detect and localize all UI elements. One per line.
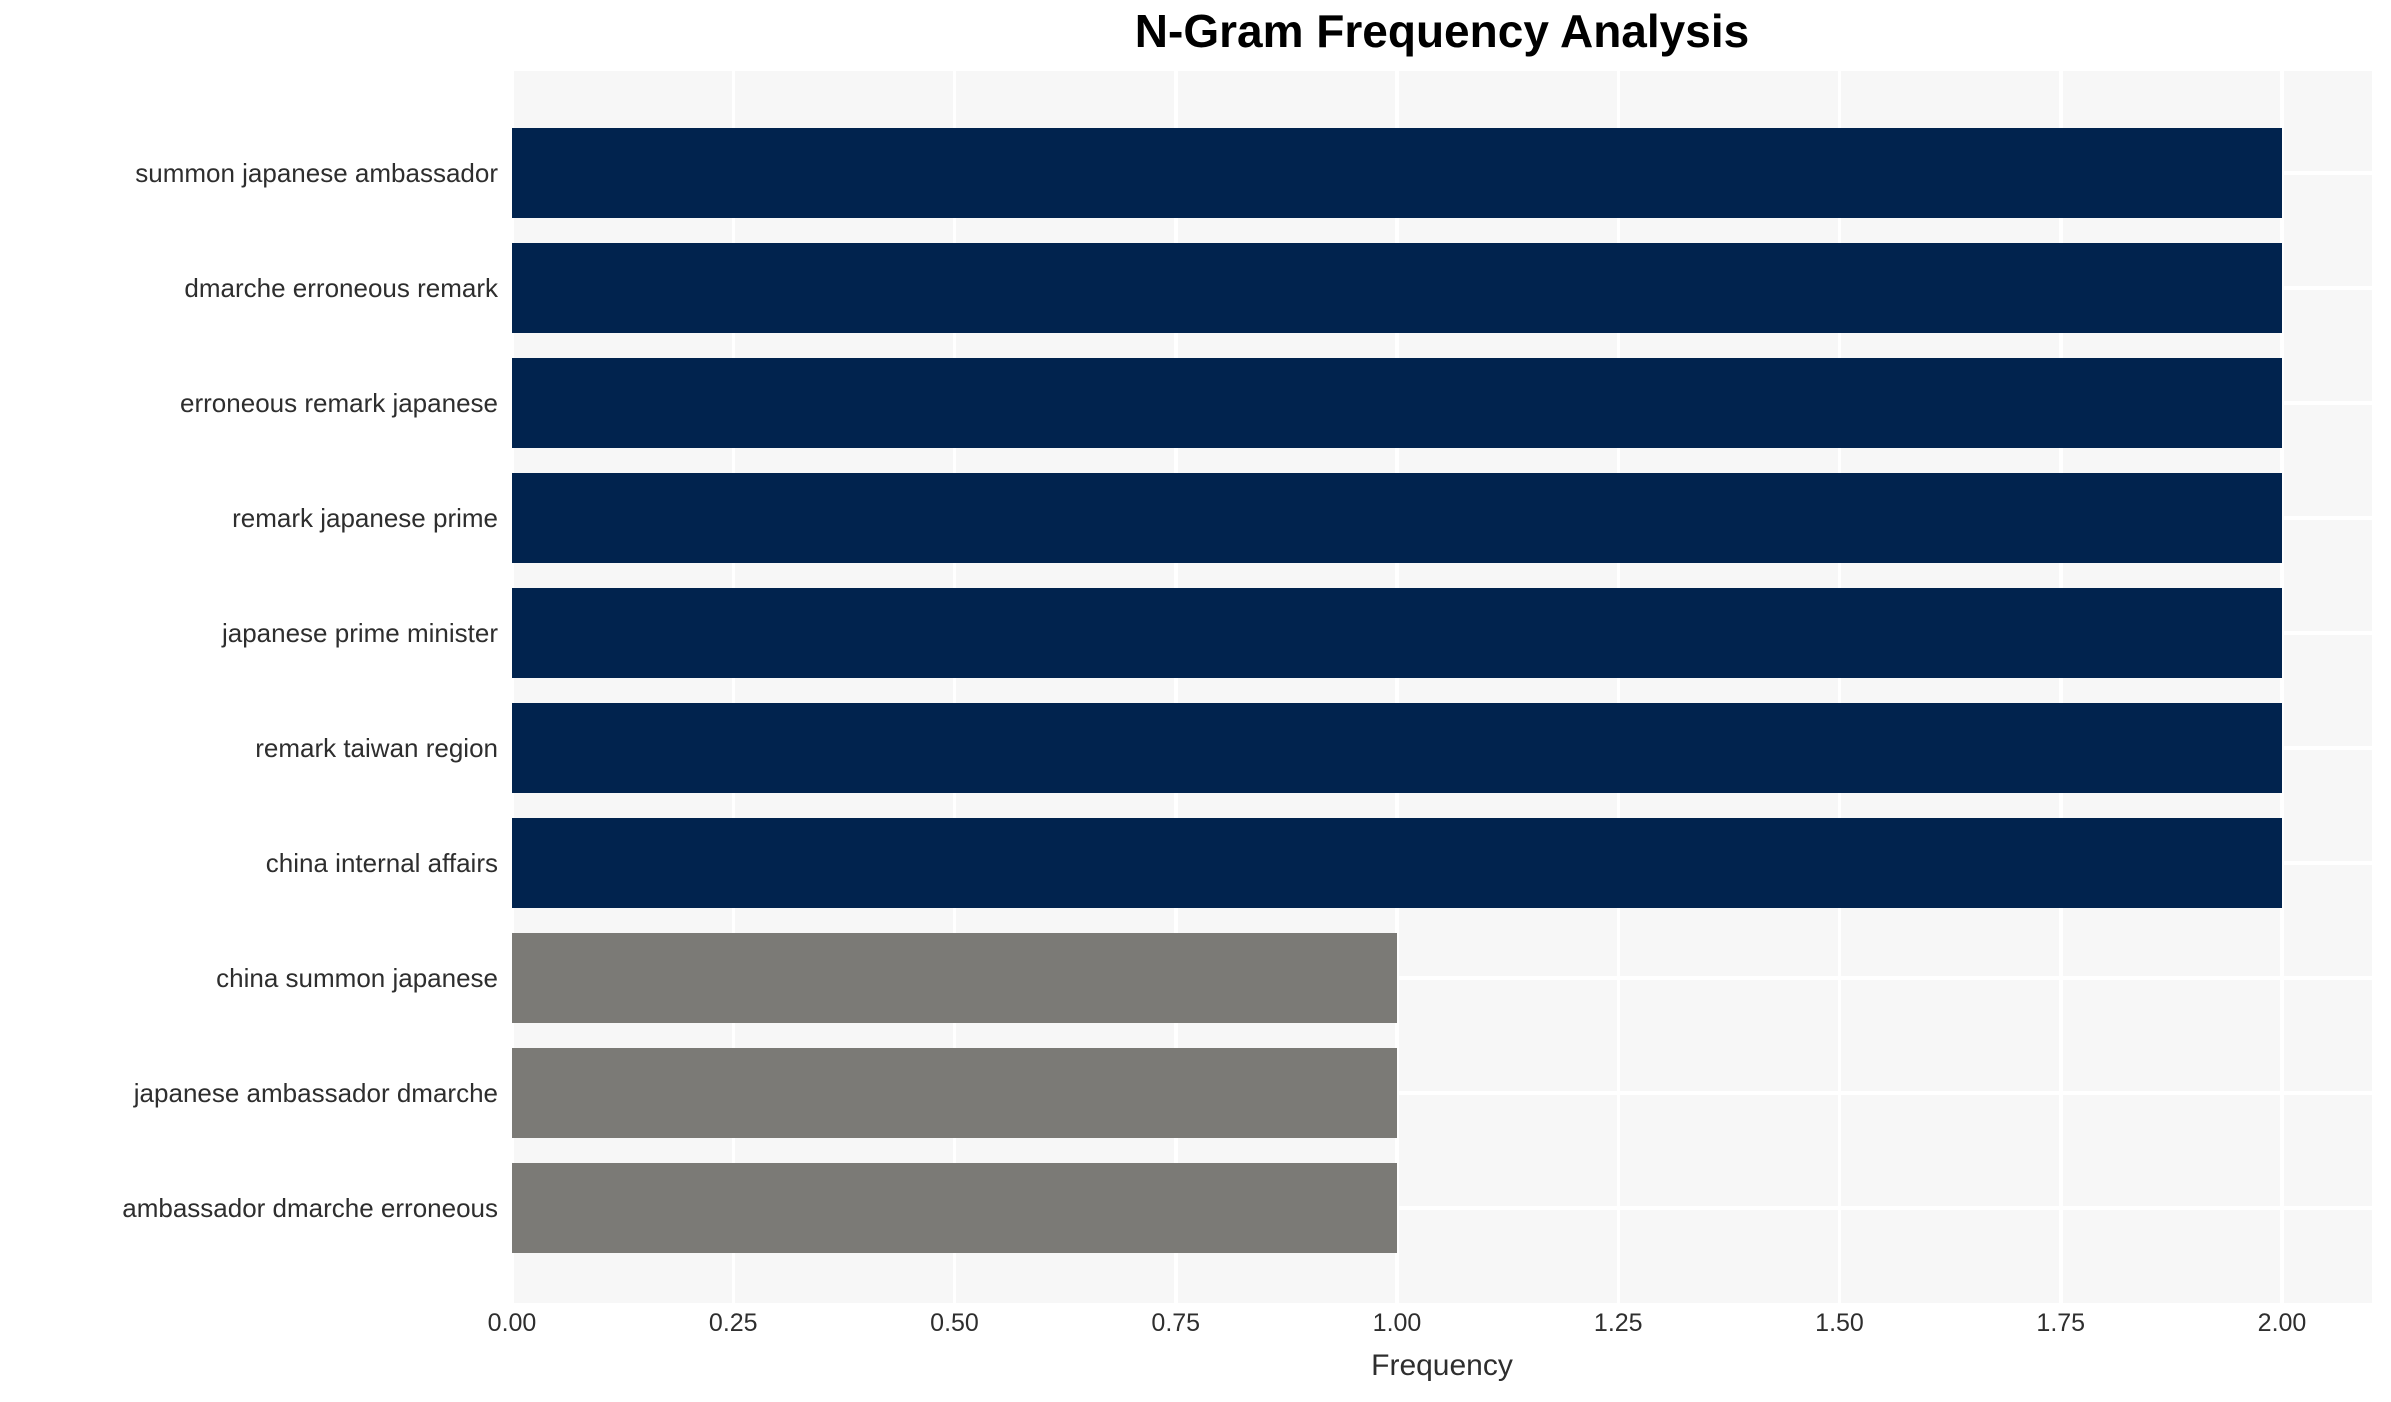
grid-line-vertical: [1616, 71, 1620, 1303]
bar-summon-japanese-ambassador: [512, 128, 2282, 218]
x-axis-label: Frequency: [1371, 1349, 1513, 1382]
chart-title: N-Gram Frequency Analysis: [1134, 5, 1750, 57]
plot-area: [512, 71, 2372, 1303]
grid-line-horizontal: [512, 1091, 2372, 1095]
category-label: china internal affairs: [265, 847, 498, 878]
x-tick-label: 1.50: [1815, 1309, 1864, 1337]
bar-japanese-prime-minister: [512, 588, 2282, 678]
grid-line-vertical: [2280, 71, 2284, 1303]
bar-remark-taiwan-region: [512, 703, 2282, 793]
category-label: japanese ambassador dmarche: [133, 1077, 498, 1108]
grid-line-vertical: [952, 71, 957, 1303]
x-tick-label: 0.50: [930, 1309, 979, 1337]
x-tick-label: 0.00: [487, 1309, 537, 1337]
category-label: erroneous remark japanese: [180, 387, 498, 418]
bar-china-internal-affairs: [512, 818, 2282, 908]
grid-line-horizontal: [512, 1206, 2372, 1210]
bar-dmarche-erroneous-remark: [512, 243, 2282, 333]
bar-erroneous-remark-japanese: [512, 358, 2282, 448]
bar-remark-japanese-prime: [512, 473, 2282, 563]
x-tick-label: 0.75: [1151, 1309, 1201, 1337]
x-tick-label: 0.25: [708, 1309, 758, 1337]
category-label: remark taiwan region: [255, 732, 498, 763]
grid-line-vertical: [731, 71, 735, 1303]
grid-line-vertical: [1395, 71, 1399, 1303]
grid-line-vertical: [1174, 71, 1178, 1303]
grid-line-vertical: [1837, 71, 1842, 1303]
bar-ambassador-dmarche-erroneous: [512, 1163, 1397, 1253]
x-tick-label: 2.00: [2257, 1309, 2307, 1337]
y-axis-category-labels: summon japanese ambassador dmarche errone…: [0, 71, 498, 1303]
x-tick-label: 1.75: [2036, 1309, 2086, 1337]
category-label: china summon japanese: [216, 962, 498, 993]
category-label: remark japanese prime: [232, 502, 498, 533]
category-label: summon japanese ambassador: [135, 157, 498, 188]
grid-line-horizontal: [512, 976, 2372, 980]
grid-line-vertical: [2059, 71, 2063, 1303]
bar-japanese-ambassador-dmarche: [512, 1048, 1397, 1138]
category-label: ambassador dmarche erroneous: [122, 1192, 498, 1223]
category-label: japanese prime minister: [221, 617, 498, 648]
bar-china-summon-japanese: [512, 933, 1397, 1023]
x-tick-label: 1.25: [1593, 1309, 1643, 1337]
category-label: dmarche erroneous remark: [184, 272, 498, 303]
grid-line-vertical: [512, 71, 514, 1303]
x-tick-label: 1.00: [1372, 1309, 1422, 1337]
